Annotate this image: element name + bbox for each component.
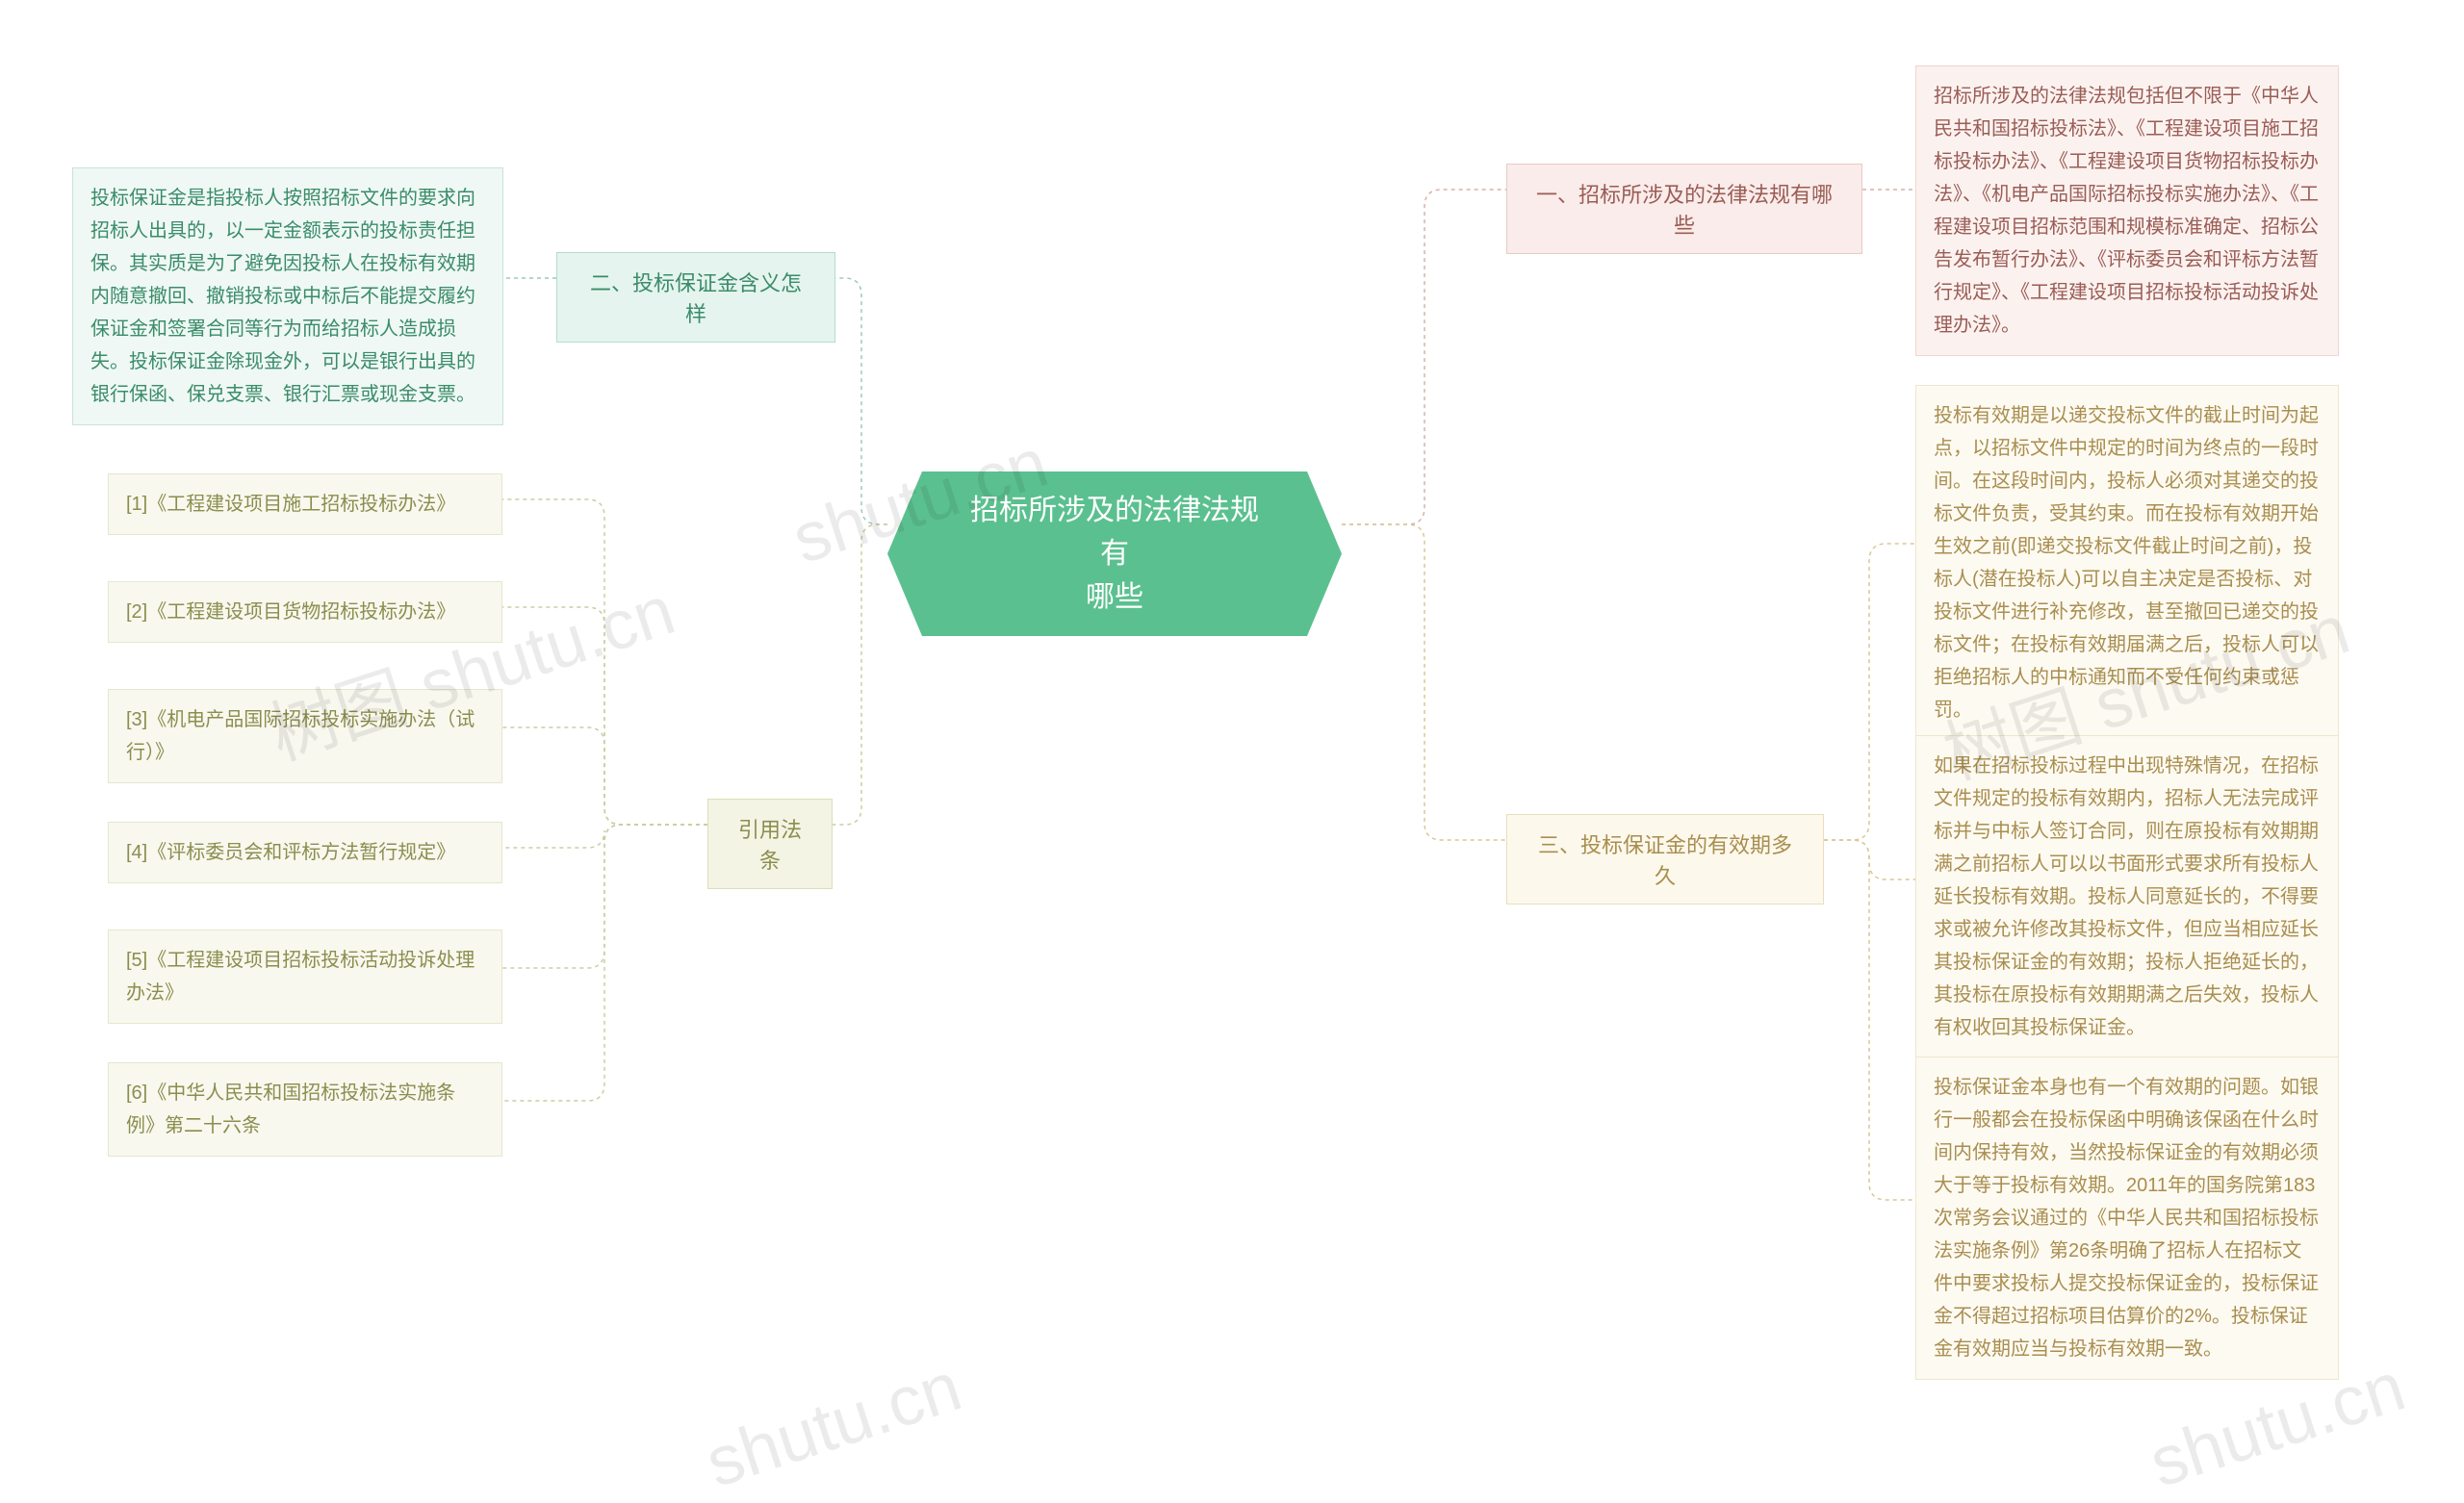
- leaf-bref-4: [5]《工程建设项目招标投标活动投诉处理办法》: [108, 930, 502, 1024]
- leaf-bref-2: [3]《机电产品国际招标投标实施办法（试行）》: [108, 689, 502, 783]
- leaf-b1-0: 招标所涉及的法律法规包括但不限于《中华人民共和国招标投标法》、《工程建设项目施工…: [1915, 65, 2339, 356]
- branch-bref: 引用法条: [707, 799, 833, 889]
- center-node: 招标所涉及的法律法规有哪些: [922, 471, 1307, 636]
- leaf-bref-0: [1]《工程建设项目施工招标投标办法》: [108, 473, 502, 535]
- leaf-b2-0: 投标保证金是指投标人按照招标文件的要求向招标人出具的，以一定金额表示的投标责任担…: [72, 167, 503, 425]
- leaf-bref-3: [4]《评标委员会和评标方法暂行规定》: [108, 822, 502, 883]
- branch-b2: 二、投标保证金含义怎样: [556, 252, 835, 343]
- branch-b1: 一、招标所涉及的法律法规有哪些: [1506, 164, 1862, 254]
- branch-b3: 三、投标保证金的有效期多久: [1506, 814, 1824, 904]
- center-title: 招标所涉及的法律法规有哪些: [970, 495, 1259, 613]
- watermark-2: shutu.cn: [697, 1347, 970, 1503]
- leaf-b3-0: 投标有效期是以递交投标文件的截止时间为起点，以招标文件中规定的时间为终点的一段时…: [1915, 385, 2339, 741]
- leaf-bref-1: [2]《工程建设项目货物招标投标办法》: [108, 581, 502, 643]
- leaf-b3-1: 如果在招标投标过程中出现特殊情况，在招标文件规定的投标有效期内，招标人无法完成评…: [1915, 735, 2339, 1058]
- leaf-b3-2: 投标保证金本身也有一个有效期的问题。如银行一般都会在投标保函中明确该保函在什么时…: [1915, 1057, 2339, 1380]
- leaf-bref-5: [6]《中华人民共和国招标投标法实施条例》第二十六条: [108, 1062, 502, 1157]
